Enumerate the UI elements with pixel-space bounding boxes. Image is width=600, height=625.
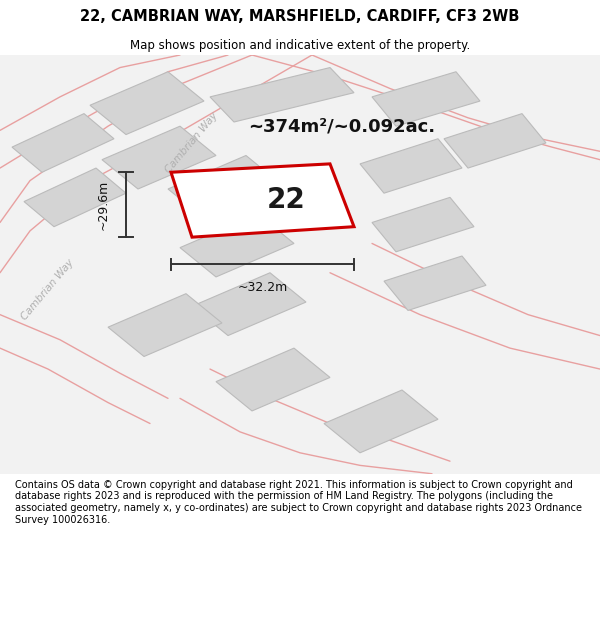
Text: ~374m²/~0.092ac.: ~374m²/~0.092ac. [248, 118, 436, 135]
Text: Cambrian Way: Cambrian Way [164, 111, 220, 175]
Text: ~32.2m: ~32.2m [238, 281, 287, 294]
Polygon shape [210, 68, 354, 122]
Polygon shape [384, 256, 486, 311]
Polygon shape [12, 114, 114, 172]
Text: Contains OS data © Crown copyright and database right 2021. This information is : Contains OS data © Crown copyright and d… [15, 480, 582, 524]
Polygon shape [324, 390, 438, 452]
Text: 22: 22 [266, 186, 305, 214]
Polygon shape [444, 114, 546, 168]
Polygon shape [216, 348, 330, 411]
Text: 22, CAMBRIAN WAY, MARSHFIELD, CARDIFF, CF3 2WB: 22, CAMBRIAN WAY, MARSHFIELD, CARDIFF, C… [80, 9, 520, 24]
Text: Map shows position and indicative extent of the property.: Map shows position and indicative extent… [130, 39, 470, 52]
Polygon shape [180, 214, 294, 277]
Polygon shape [108, 294, 222, 356]
Text: Cambrian Way: Cambrian Way [20, 258, 76, 322]
Polygon shape [168, 156, 282, 218]
Text: ~29.6m: ~29.6m [97, 179, 110, 230]
Polygon shape [372, 198, 474, 252]
Polygon shape [24, 168, 126, 227]
Polygon shape [171, 164, 354, 237]
Polygon shape [102, 126, 216, 189]
Polygon shape [360, 139, 462, 193]
Polygon shape [192, 272, 306, 336]
Polygon shape [372, 72, 480, 126]
Polygon shape [90, 72, 204, 134]
